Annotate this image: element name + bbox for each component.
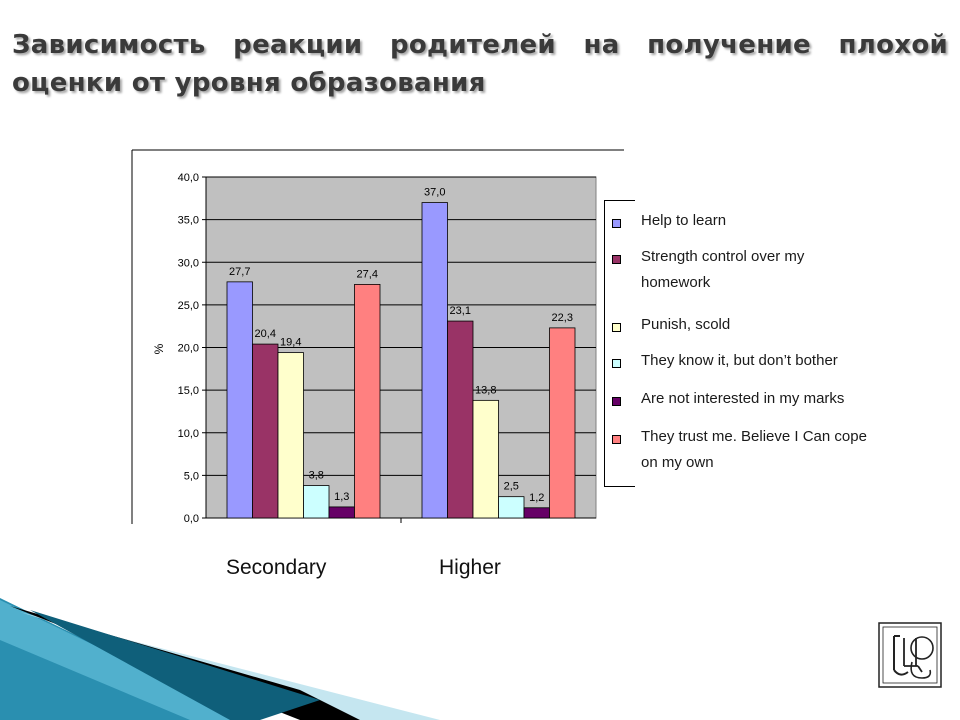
- category-label-higher: Higher: [439, 556, 501, 579]
- legend-swatch: [612, 323, 621, 332]
- bar-higher-1: [421, 202, 448, 519]
- bar-secondary-6: [354, 284, 381, 519]
- data-label: 22,3: [552, 312, 573, 324]
- data-label: 1,3: [334, 491, 349, 503]
- data-label: 23,1: [450, 305, 471, 317]
- legend-label-line: They know it, but don’t bother: [641, 352, 838, 369]
- data-label: 27,4: [357, 268, 378, 280]
- y-axis-label: %: [152, 343, 166, 354]
- y-tick-label: 10,0: [178, 428, 199, 440]
- legend-swatch: [612, 219, 621, 228]
- data-labels: 27,7 20,4 19,4 3,8 1,3 27,4 37,0 23,1 13,8 2,5 1,2…: [229, 187, 573, 504]
- bar-secondary-3: [277, 352, 304, 519]
- bar-secondary-1: [226, 281, 253, 519]
- legend-swatch: [612, 435, 621, 444]
- data-label: 13,8: [475, 384, 496, 396]
- data-label: 20,4: [255, 328, 276, 340]
- y-tick-label: 20,0: [178, 343, 199, 355]
- bars: [226, 202, 576, 519]
- data-label: 27,7: [229, 266, 250, 278]
- y-tick-label: 25,0: [178, 300, 199, 312]
- data-label: 3,8: [309, 470, 324, 482]
- legend-label: Are not interested in my marks: [641, 386, 941, 412]
- legend-label: They trust me. Believe I Can cope on my o…: [641, 424, 941, 476]
- category-label-secondary: Secondary: [226, 556, 327, 579]
- bar-higher-4: [498, 496, 525, 519]
- bar-secondary-5: [328, 506, 355, 519]
- bar-secondary-4: [303, 485, 330, 519]
- bar-higher-6: [549, 327, 576, 519]
- legend-label: Help to learn: [641, 208, 941, 234]
- page-title: Зависимость реакции родителей на получен…: [12, 30, 948, 98]
- data-label: 1,2: [529, 492, 544, 504]
- legend-label: Strength control over my homework: [641, 244, 941, 296]
- y-tick-label: 15,0: [178, 385, 199, 397]
- data-label: 2,5: [504, 481, 519, 493]
- y-axis: 0,0 5,0 10,0 15,0 20,0 25,0 30,0 35,0 40,0: [178, 172, 596, 525]
- legend-label-line: Punish, scold: [641, 316, 731, 333]
- data-label: 37,0: [424, 187, 445, 199]
- legend-swatch: [612, 359, 621, 368]
- legend: Help to learn Strength control over my hom…: [604, 200, 944, 487]
- legend-label-line: on my own: [641, 454, 714, 471]
- legend-label-line: Help to learn: [641, 212, 727, 229]
- legend-swatch: [612, 255, 621, 264]
- legend-label: They know it, but don’t bother: [641, 348, 941, 374]
- bar-higher-3: [472, 399, 499, 519]
- y-tick-label: 35,0: [178, 215, 199, 227]
- legend-label-line: homework: [641, 274, 711, 291]
- legend-label-line: Strength control over my: [641, 248, 805, 265]
- legend-label: Punish, scold: [641, 312, 941, 338]
- bar-higher-5: [523, 507, 550, 519]
- data-label: 19,4: [280, 337, 301, 349]
- logo-emblem: [878, 622, 942, 688]
- y-tick-label: 0,0: [184, 513, 199, 525]
- y-tick-label: 5,0: [184, 470, 199, 482]
- legend-label-line: Are not interested in my marks: [641, 390, 845, 407]
- corner-decoration: [0, 598, 440, 720]
- legend-label-line: They trust me. Believe I Can cope: [641, 428, 867, 445]
- bar-secondary-2: [252, 343, 279, 519]
- y-tick-label: 40,0: [178, 172, 199, 184]
- legend-swatch: [612, 397, 621, 406]
- y-tick-label: 30,0: [178, 257, 199, 269]
- bar-higher-2: [447, 320, 474, 519]
- chart-frame: [131, 149, 624, 524]
